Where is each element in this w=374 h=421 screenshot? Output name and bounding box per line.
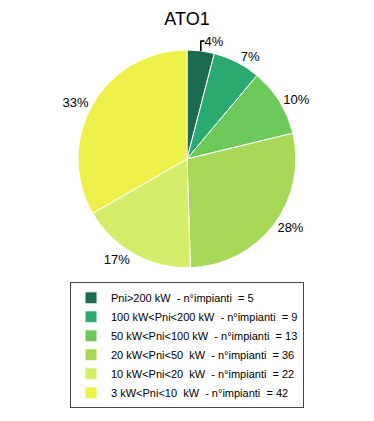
svg-text:10%: 10% [283, 92, 309, 107]
svg-text:50 kW<Pni<100 kW - n°impianti: 50 kW<Pni<100 kW - n°impianti = 13 [111, 330, 297, 342]
svg-text:10 kW<Pni<20 kW - n°impianti: 10 kW<Pni<20 kW - n°impianti = 22 [111, 368, 294, 380]
svg-text:ATO1: ATO1 [164, 9, 209, 29]
svg-text:33%: 33% [62, 95, 88, 110]
svg-text:20 kW<Pni<50 kW - n°impianti: 20 kW<Pni<50 kW - n°impianti = 36 [111, 349, 294, 361]
svg-text:28%: 28% [277, 220, 303, 235]
svg-text:7%: 7% [241, 49, 260, 64]
svg-text:100 kW<Pni<200 kW - n°impiant: 100 kW<Pni<200 kW - n°impianti = 9 [111, 311, 297, 323]
svg-text:4%: 4% [205, 34, 224, 49]
svg-text:Pni>200 kW - n°impianti = 5: Pni>200 kW - n°impianti = 5 [111, 292, 254, 304]
svg-text:3 kW<Pni<10 kW - n°impianti: 3 kW<Pni<10 kW - n°impianti = 42 [111, 387, 288, 399]
svg-text:17%: 17% [104, 252, 130, 267]
